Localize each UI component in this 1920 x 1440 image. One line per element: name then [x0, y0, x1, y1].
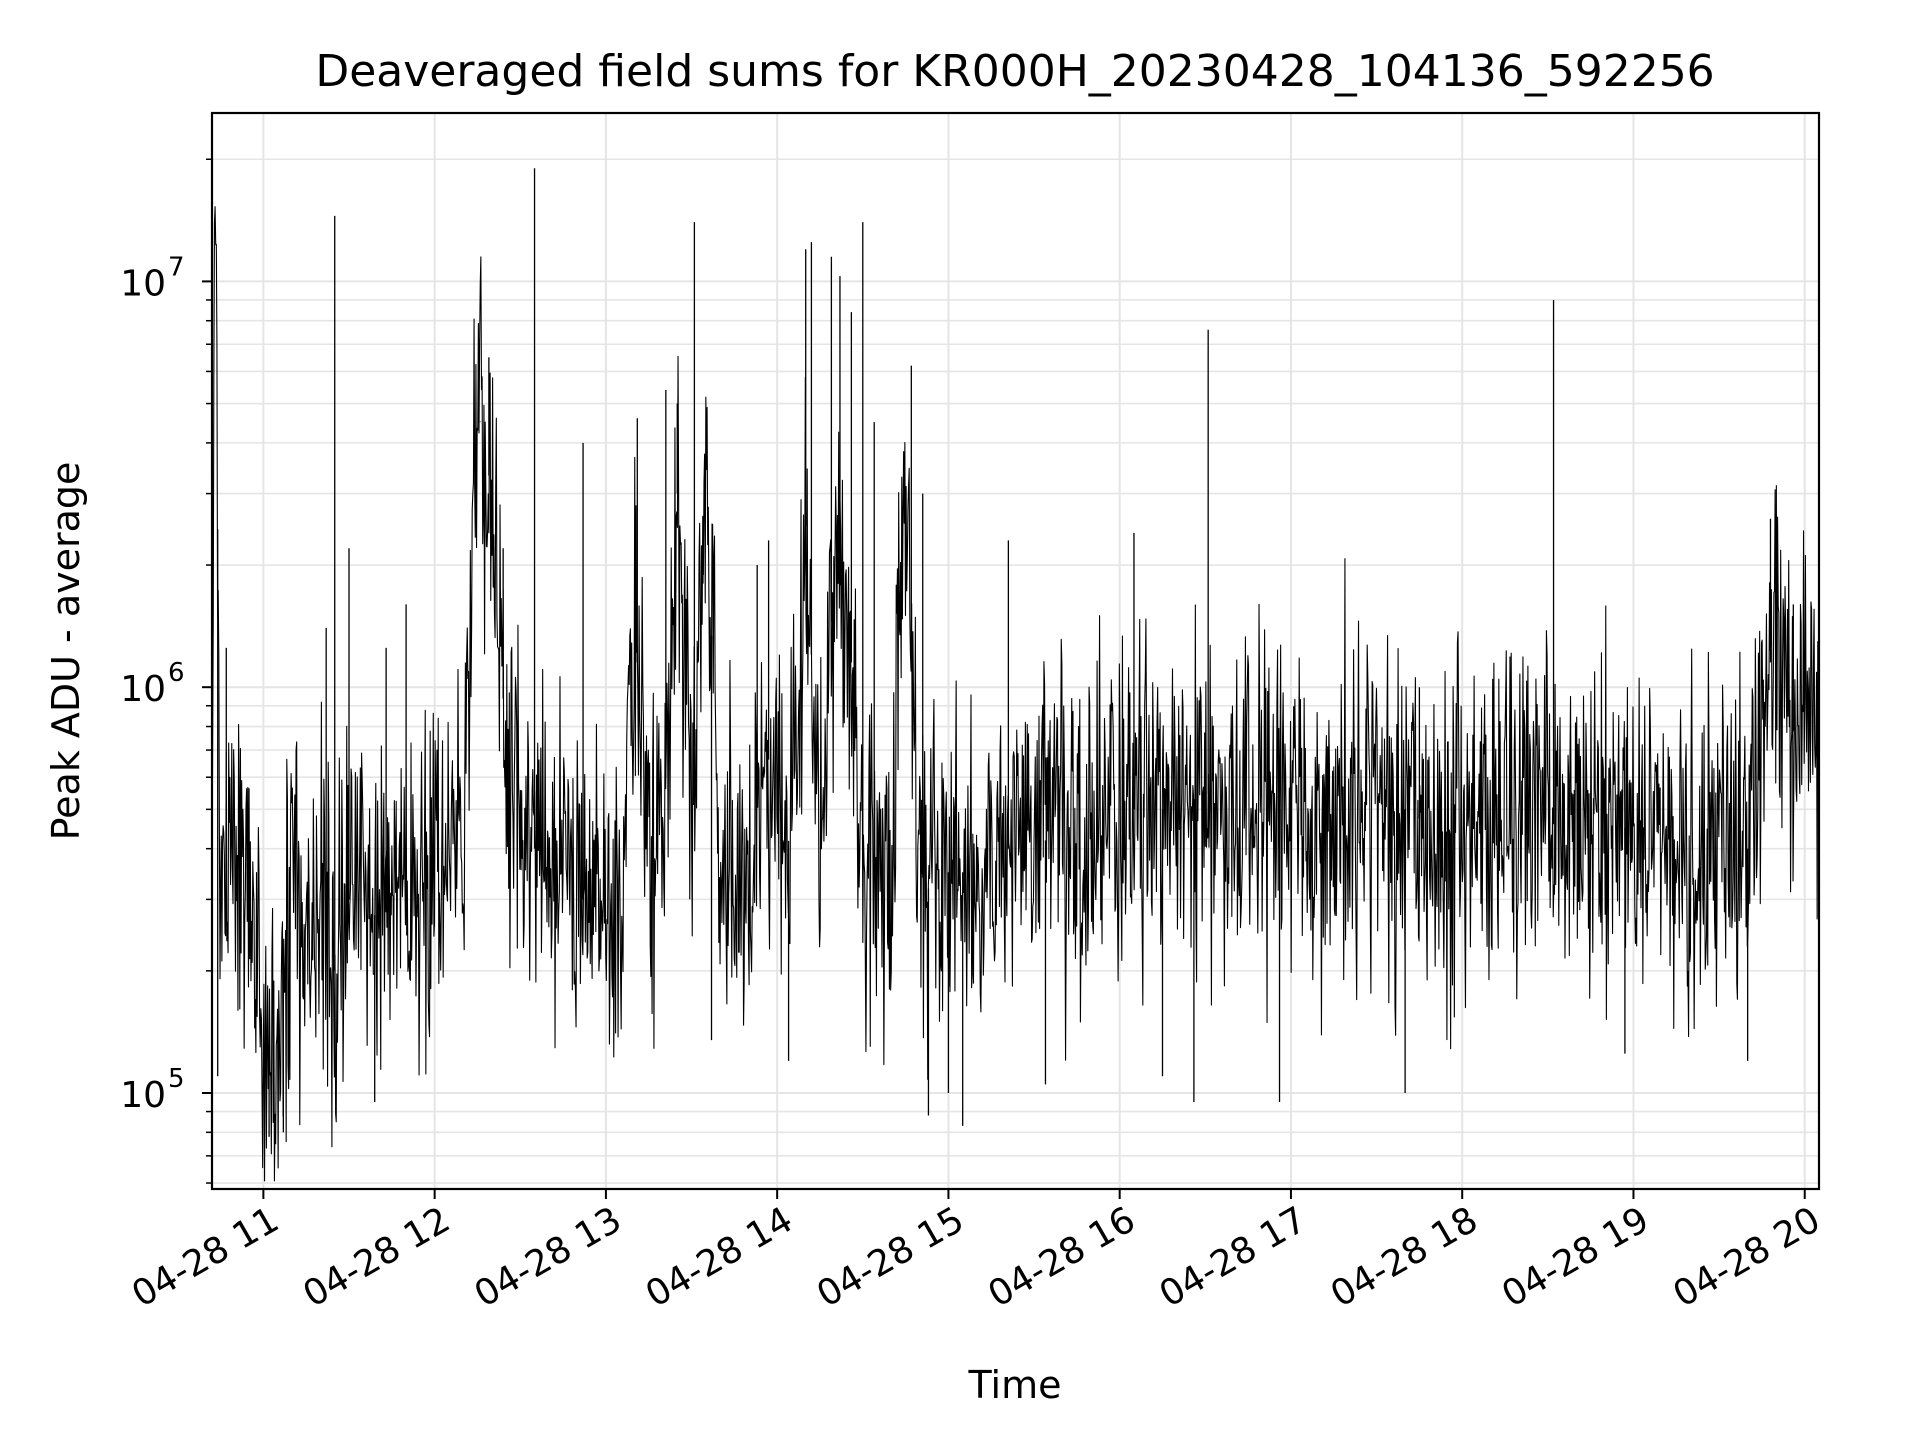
y-tick-exponent: 7 [168, 252, 185, 282]
x-axis-label: Time [968, 1363, 1062, 1407]
y-axis-label: Peak ADU - average [44, 462, 88, 841]
y-tick-label: 10 [120, 263, 166, 304]
trace-layer [212, 168, 1819, 1182]
y-tick-label: 10 [120, 1075, 166, 1116]
chart-title: Deaveraged field sums for KR000H_2023042… [315, 46, 1714, 97]
grid [212, 113, 1819, 1189]
plot-frame [210, 111, 1821, 1191]
y-tick-exponent: 6 [168, 658, 185, 688]
series-line [212, 206, 1819, 1182]
y-tick-label: 10 [120, 669, 166, 710]
y-tick-exponent: 5 [168, 1064, 185, 1094]
